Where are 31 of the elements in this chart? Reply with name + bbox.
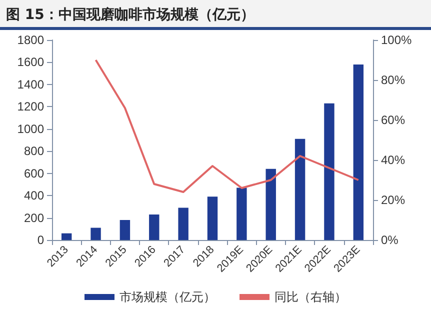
y-tick-label: 1200	[17, 100, 44, 114]
y-tick-label: 600	[24, 166, 44, 180]
line-series	[94, 59, 360, 193]
y-tick-label: 200	[24, 210, 44, 225]
bar	[236, 188, 247, 240]
bar	[120, 220, 130, 240]
y-tick-label: 1000	[17, 122, 44, 136]
bar	[178, 208, 188, 240]
y-tick-label: 800	[24, 144, 44, 158]
bar	[353, 64, 364, 240]
y2-tick-label: 80%	[381, 73, 406, 87]
bar	[61, 233, 72, 240]
bar	[90, 228, 101, 240]
chart-title: 图 15：中国现磨咖啡市场规模（亿元）	[0, 0, 431, 30]
y2-tick-label: 0%	[381, 233, 399, 247]
y2-tick-label: 40%	[381, 153, 406, 167]
y-tick-label: 0	[37, 233, 44, 247]
bar	[149, 214, 160, 240]
bar	[266, 168, 276, 240]
y2-tick-label: 100%	[381, 33, 412, 47]
legend-label: 市场规模（亿元）	[120, 290, 216, 304]
y2-tick-label: 20%	[381, 193, 406, 207]
bar	[207, 196, 218, 240]
bar	[294, 138, 306, 240]
y2-tick-label: 60%	[381, 113, 406, 127]
y-tick-label: 1600	[17, 55, 44, 70]
y-tick-label: 1400	[17, 77, 44, 92]
y-tick-label: 1800	[17, 33, 44, 47]
legend-label: 同比（右轴）	[274, 290, 346, 304]
y-tick-label: 400	[24, 188, 44, 203]
bar	[324, 103, 334, 240]
